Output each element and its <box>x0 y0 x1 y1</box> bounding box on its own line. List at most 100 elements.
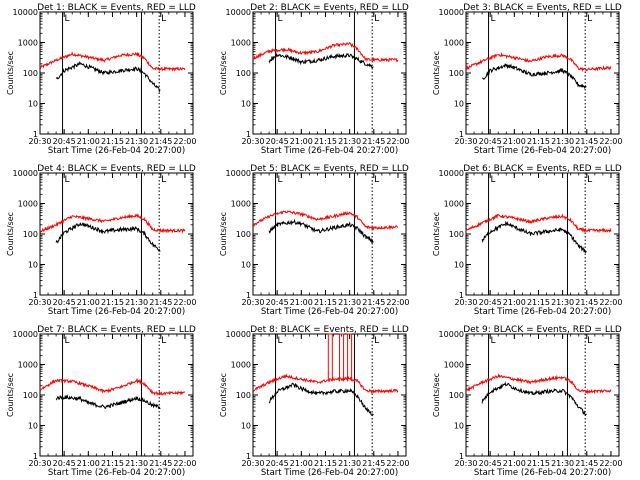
y-tick-label: 10 <box>241 100 251 109</box>
x-tick-label: 21:15 <box>101 459 124 468</box>
series-line-events <box>481 220 587 254</box>
series-line-events <box>55 61 161 94</box>
x-axis-label: Start Time (26-Feb-04 20:27:00) <box>48 468 185 478</box>
x-tick-label: 21:00 <box>503 137 526 146</box>
red-spike <box>347 333 353 382</box>
x-tick-label: 21:15 <box>101 298 124 307</box>
panel-det-3: Det 3: BLACK = Events, RED = LLD 1 10 100 10… <box>432 3 622 156</box>
x-tick-label: 21:30 <box>338 137 361 146</box>
marker-label: L <box>587 175 592 185</box>
panel-det-8: Det 8: BLACK = Events, RED = LLD 1 10 100 10… <box>219 325 409 478</box>
y-tick-label: 1000 <box>18 200 38 209</box>
x-tick-label: 22:00 <box>173 137 196 146</box>
y-tick-label: 100 <box>236 69 251 78</box>
y-tick-label: 10000 <box>226 169 251 178</box>
series-line-events <box>55 394 161 410</box>
x-axis-label: Start Time (26-Feb-04 20:27:00) <box>474 468 611 478</box>
y-tick-label: 100 <box>23 69 38 78</box>
x-tick-label: 21:15 <box>314 298 337 307</box>
y-axis-label: Counts/sec <box>219 51 228 95</box>
x-tick-label: 20:30 <box>241 298 264 307</box>
series-line-events <box>268 218 374 244</box>
marker-label: L <box>161 336 166 346</box>
x-tick-label: 21:00 <box>77 298 100 307</box>
panel-det-2: Det 2: BLACK = Events, RED = LLD 1 10 100 10… <box>219 3 409 156</box>
series-line-events <box>268 52 374 69</box>
x-tick-label: 21:30 <box>338 459 361 468</box>
y-tick-label: 1 <box>246 291 251 300</box>
y-tick-label: 1 <box>459 452 464 461</box>
y-tick-label: 10000 <box>226 330 251 339</box>
marker-label: L <box>161 175 166 185</box>
x-tick-label: 20:45 <box>266 298 289 307</box>
series-line-events <box>268 382 374 417</box>
marker-label: L <box>374 336 379 346</box>
x-tick-label: 21:30 <box>551 298 574 307</box>
y-axis-label: Counts/sec <box>6 51 15 95</box>
series-line-lld <box>40 377 186 397</box>
panel-det-1: Det 1: BLACK = Events, RED = LLD 1 10 100 10… <box>6 3 196 156</box>
x-tick-label: 21:00 <box>503 459 526 468</box>
x-tick-label: 21:45 <box>362 459 385 468</box>
series-line-lld <box>253 373 399 394</box>
x-axis-label: Start Time (26-Feb-04 20:27:00) <box>48 146 185 156</box>
y-tick-label: 10 <box>454 422 464 431</box>
series-line-lld <box>40 51 186 73</box>
panel-title: Det 2: BLACK = Events, RED = LLD <box>250 3 409 13</box>
y-tick-label: 10 <box>28 100 38 109</box>
x-tick-label: 22:00 <box>599 459 622 468</box>
panel-title: Det 6: BLACK = Events, RED = LLD <box>463 164 622 174</box>
x-tick-label: 21:00 <box>290 298 313 307</box>
y-tick-label: 10000 <box>13 8 38 17</box>
x-tick-label: 20:45 <box>479 459 502 468</box>
y-tick-label: 1 <box>33 452 38 461</box>
y-axis-label: Counts/sec <box>6 212 15 256</box>
y-tick-label: 10 <box>28 261 38 270</box>
x-tick-label: 21:45 <box>575 137 598 146</box>
marker-label: L <box>374 14 379 24</box>
x-tick-label: 20:30 <box>241 459 264 468</box>
x-tick-label: 22:00 <box>386 459 409 468</box>
x-tick-label: 22:00 <box>173 459 196 468</box>
y-axis-label: Counts/sec <box>219 212 228 256</box>
x-tick-label: 21:30 <box>125 298 148 307</box>
y-tick-label: 10000 <box>439 169 464 178</box>
x-axis-label: Start Time (26-Feb-04 20:27:00) <box>261 307 398 317</box>
x-tick-label: 22:00 <box>599 298 622 307</box>
x-tick-label: 21:30 <box>338 298 361 307</box>
x-tick-label: 21:30 <box>125 459 148 468</box>
series-line-lld <box>253 42 399 63</box>
y-axis-label: Counts/sec <box>219 373 228 417</box>
x-tick-label: 21:45 <box>149 137 172 146</box>
y-tick-label: 100 <box>23 230 38 239</box>
y-tick-label: 1000 <box>18 39 38 48</box>
x-tick-label: 20:30 <box>28 459 51 468</box>
x-tick-label: 21:00 <box>290 459 313 468</box>
series-line-lld <box>466 52 612 73</box>
x-tick-label: 22:00 <box>599 137 622 146</box>
x-tick-label: 21:00 <box>503 298 526 307</box>
series-line-lld <box>466 373 612 395</box>
y-tick-label: 1000 <box>444 39 464 48</box>
y-tick-label: 1000 <box>444 200 464 209</box>
marker-label: L <box>278 336 283 346</box>
x-tick-label: 22:00 <box>386 298 409 307</box>
x-tick-label: 21:45 <box>362 298 385 307</box>
marker-label: L <box>278 175 283 185</box>
y-tick-label: 10000 <box>439 8 464 17</box>
y-axis-label: Counts/sec <box>432 212 441 256</box>
series-line-lld <box>40 213 186 234</box>
y-tick-label: 10 <box>241 422 251 431</box>
x-axis-label: Start Time (26-Feb-04 20:27:00) <box>474 307 611 317</box>
x-tick-label: 21:00 <box>290 137 313 146</box>
x-tick-label: 21:00 <box>77 137 100 146</box>
x-tick-label: 21:00 <box>77 459 100 468</box>
x-tick-label: 21:45 <box>575 298 598 307</box>
panel-title: Det 1: BLACK = Events, RED = LLD <box>37 3 196 13</box>
x-tick-label: 21:30 <box>551 137 574 146</box>
panel-title: Det 8: BLACK = Events, RED = LLD <box>250 325 409 335</box>
marker-label: L <box>491 175 496 185</box>
y-tick-label: 1 <box>33 291 38 300</box>
x-tick-label: 20:30 <box>28 298 51 307</box>
y-tick-label: 100 <box>449 69 464 78</box>
